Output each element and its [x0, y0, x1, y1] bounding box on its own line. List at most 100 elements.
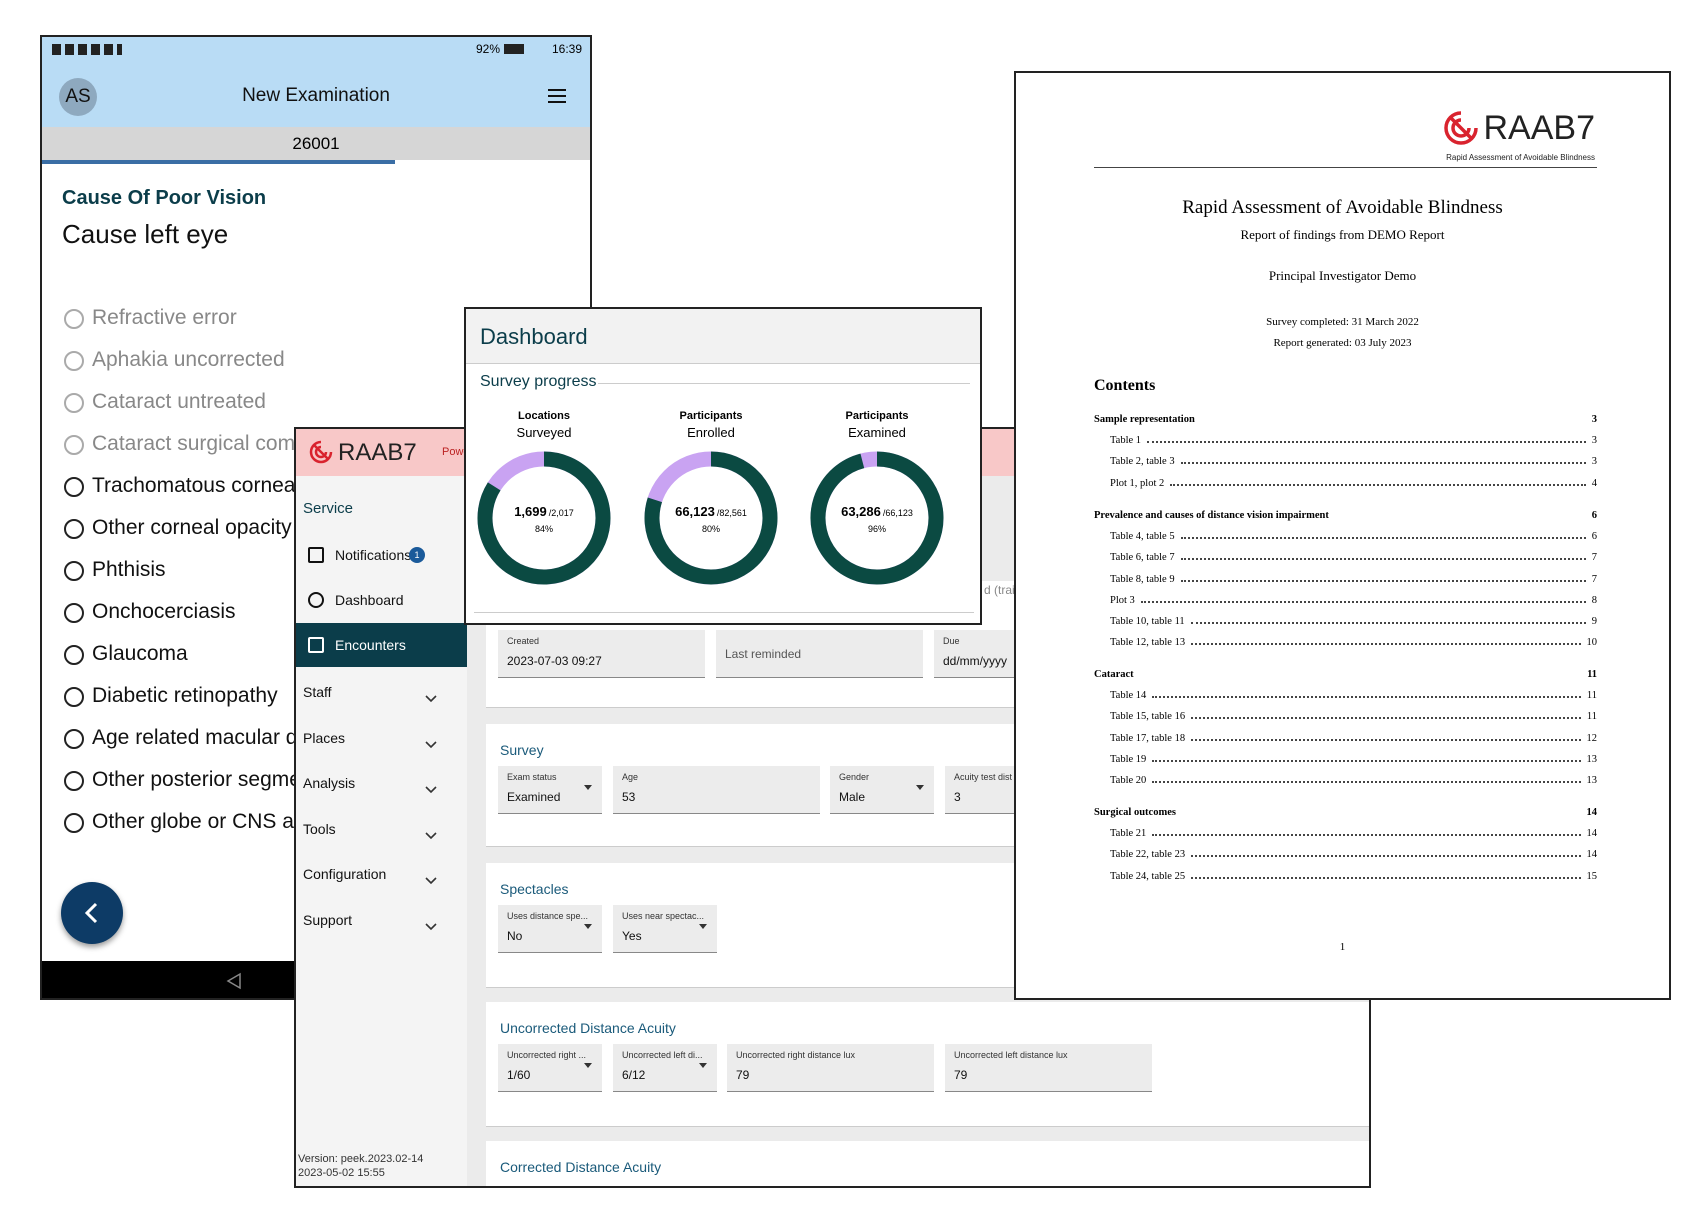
menu-button[interactable] [548, 89, 566, 103]
count: 66,123 [675, 504, 715, 519]
sidebar-menu[interactable]: Configuration [303, 866, 387, 883]
donut-percent: 96% [868, 524, 886, 534]
item-icon [308, 637, 324, 653]
radio-button[interactable] [64, 477, 84, 497]
question: Cause left eye [62, 219, 229, 249]
toc-page: 10 [1586, 637, 1598, 649]
report-page: RAAB7 Rapid Assessment of Avoidable Blin… [1014, 71, 1671, 1000]
field-label: Age [622, 772, 639, 782]
toc-label[interactable]: Table 20 [1110, 775, 1147, 786]
radio-button[interactable] [64, 813, 84, 833]
dropdown-arrow [584, 1063, 592, 1068]
sidebar-item[interactable]: Encounters [335, 637, 406, 653]
option-label: Refractive error [92, 306, 237, 329]
survey-completed: Survey completed: 31 March 2022 [1266, 316, 1419, 328]
form-field[interactable]: Uncorrected right distance lux 79 [727, 1044, 934, 1092]
toc-label[interactable]: Table 14 [1110, 690, 1147, 702]
sidebar-item[interactable]: Notifications [335, 547, 412, 563]
form-field[interactable]: Last reminded [716, 630, 923, 678]
toc-row: Table 14 11 [1110, 690, 1597, 701]
toc-label[interactable]: Table 15, table 16 [1110, 711, 1186, 723]
toc-row: Prevalence and causes of distance vision… [1094, 510, 1597, 521]
card-title: Corrected Distance Acuity [500, 1159, 662, 1175]
radio-button[interactable] [64, 645, 84, 665]
count: 63,286 [841, 504, 881, 519]
form-field[interactable]: Age 53 [613, 766, 820, 814]
form-field[interactable]: Created 2023-07-03 09:27 [498, 630, 705, 678]
radio-button[interactable] [64, 771, 84, 791]
nav-back[interactable] [42, 961, 592, 1000]
screen-title: New Examination [242, 85, 390, 106]
toc-page: 12 [1586, 732, 1598, 744]
dashboard-header [466, 309, 980, 364]
toc-label[interactable]: Plot 1, plot 2 [1110, 477, 1165, 489]
toc-leader [1180, 537, 1586, 540]
toc-row: Table 8, table 9 7 [1110, 574, 1597, 585]
form-field[interactable]: Uses near spectac... Yes [613, 905, 717, 953]
section-title: Survey progress [480, 373, 597, 390]
radio-button[interactable] [64, 687, 84, 707]
form-field[interactable]: Uncorrected right ... 1/60 [498, 1044, 602, 1092]
report-generated: Report generated: 03 July 2023 [1273, 337, 1412, 349]
radio-button[interactable] [64, 729, 84, 749]
sidebar-menu[interactable]: Support [303, 912, 353, 928]
sidebar-menu[interactable]: Staff [303, 684, 332, 700]
form-field[interactable]: Uncorrected left di... 6/12 [613, 1044, 717, 1092]
radio-button[interactable] [64, 561, 84, 581]
sidebar-menu[interactable]: Places [303, 729, 346, 746]
radio-button[interactable] [64, 435, 84, 455]
field-value: 1/60 [507, 1068, 531, 1082]
radio-button[interactable] [64, 603, 84, 623]
toc-page: 13 [1586, 775, 1598, 786]
toc-label[interactable]: Plot 3 [1110, 594, 1135, 606]
toc-label[interactable]: Table 21 [1110, 828, 1147, 840]
toc-label[interactable]: Table 17, table 18 [1110, 732, 1186, 744]
toc-label[interactable]: Table 19 [1110, 753, 1147, 765]
toc-label[interactable]: Cataract [1094, 669, 1134, 680]
option-label: Phthisis [92, 558, 166, 581]
report-logo-icon [1444, 111, 1478, 145]
form-field[interactable]: Gender Male [830, 766, 934, 814]
toc-page: 9 [1591, 616, 1597, 627]
sidebar-menu[interactable]: Tools [303, 820, 336, 837]
toc-row: Table 24, table 25 15 [1110, 871, 1597, 882]
toc-label[interactable]: Sample representation [1094, 414, 1195, 425]
form-field[interactable]: Exam status Examined [498, 766, 602, 814]
radio-button[interactable] [64, 309, 84, 329]
toc-label[interactable]: Table 2, table 3 [1110, 456, 1175, 468]
dashboard-title: Dashboard [480, 324, 588, 349]
chevron [425, 736, 437, 748]
field-value: 3 [954, 790, 961, 804]
form-field[interactable]: Uses distance spe... No [498, 905, 602, 953]
toc-label[interactable]: Table 4, table 5 [1110, 531, 1175, 543]
toc-label[interactable]: Prevalence and causes of distance vision… [1094, 510, 1329, 521]
selected-item-bg [296, 623, 467, 667]
sidebar-item[interactable]: Dashboard [335, 592, 404, 608]
toc-label[interactable]: Table 6, table 7 [1110, 552, 1175, 564]
radio-button[interactable] [64, 519, 84, 539]
back-icon [84, 902, 98, 924]
sidebar-menu[interactable]: Analysis [303, 775, 356, 792]
toc-label[interactable]: Table 10, table 11 [1110, 616, 1185, 627]
toc-leader [1170, 483, 1586, 486]
field-label: Exam status [507, 772, 557, 782]
toc-page: 4 [1591, 477, 1597, 489]
toc-label[interactable]: Table 8, table 9 [1110, 573, 1175, 585]
toc-label[interactable]: Table 12, table 13 [1110, 637, 1186, 649]
form-field[interactable]: Uncorrected left distance lux 79 [945, 1044, 1152, 1092]
battery-icon [504, 44, 524, 54]
back-button[interactable] [61, 882, 123, 944]
toc-label[interactable]: Table 22, table 23 [1110, 849, 1186, 861]
option-label: Cataract untreated [92, 390, 266, 413]
toc-leader [1152, 759, 1581, 762]
avatar[interactable]: AS [59, 78, 97, 116]
toc-label[interactable]: Table 1 [1110, 435, 1142, 447]
radio-button[interactable] [64, 351, 84, 371]
toc-label[interactable]: Table 24, table 25 [1110, 870, 1186, 882]
toc-leader [1152, 781, 1581, 783]
investigator: Principal Investigator Demo [1268, 268, 1417, 283]
field-value: 2023-07-03 09:27 [507, 654, 602, 668]
toc-label[interactable]: Surgical outcomes [1094, 807, 1176, 818]
field-value: 6/12 [622, 1068, 646, 1082]
radio-button[interactable] [64, 393, 84, 413]
